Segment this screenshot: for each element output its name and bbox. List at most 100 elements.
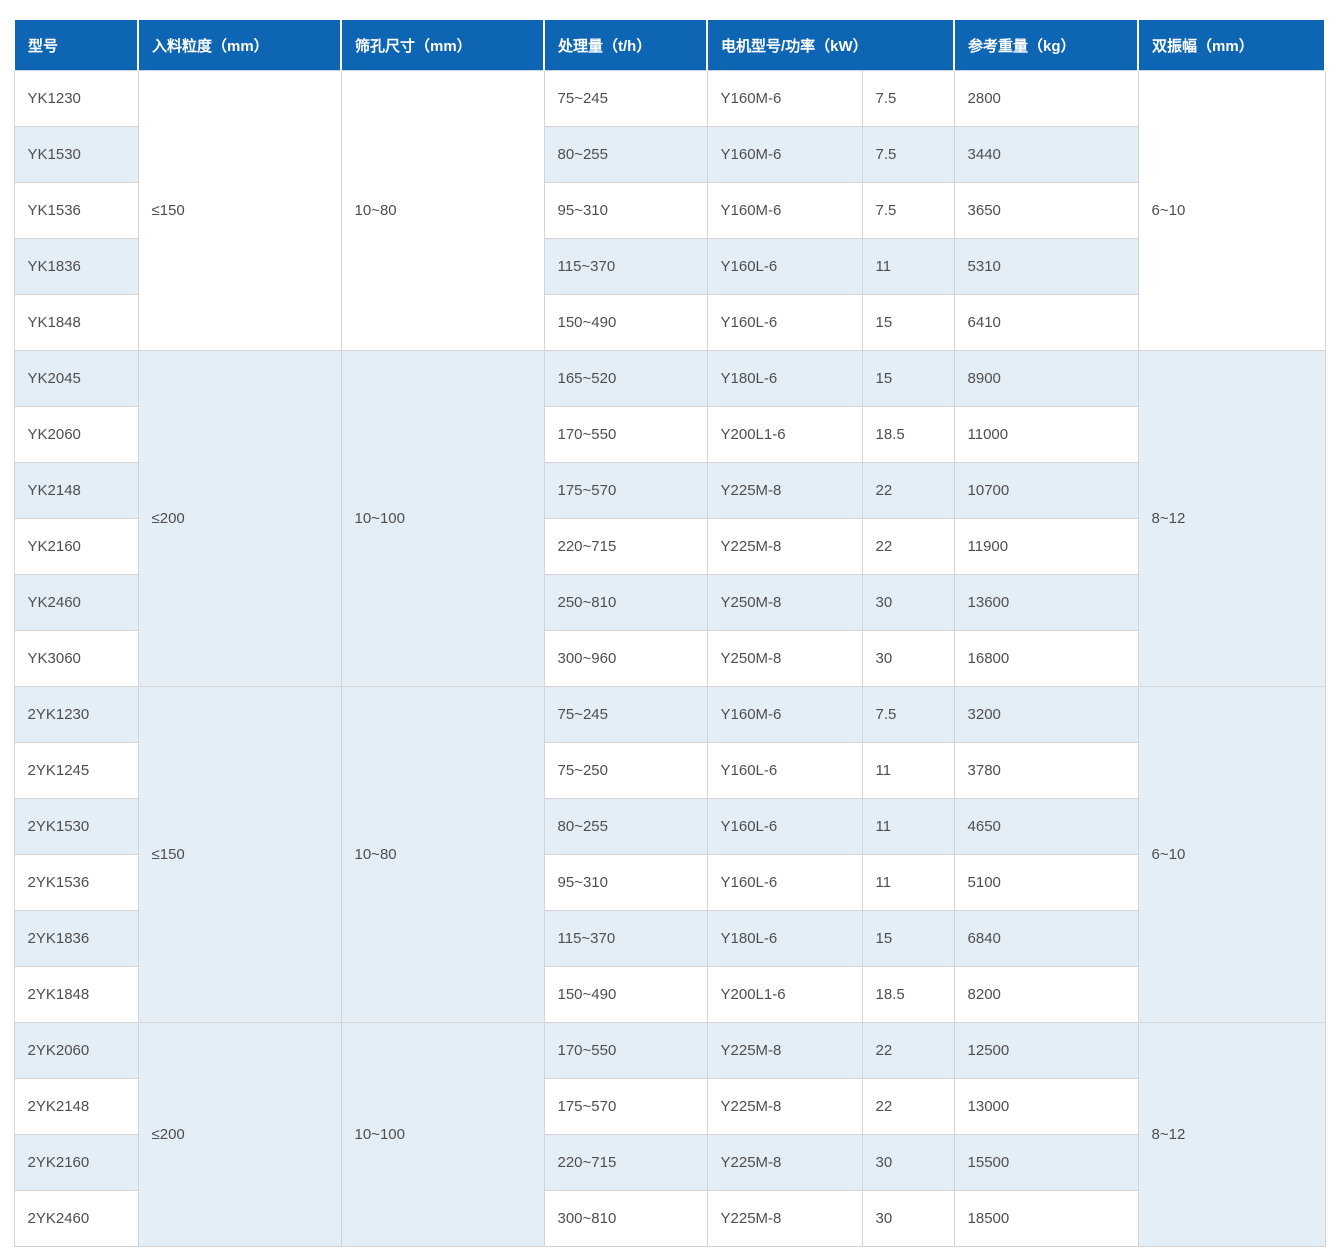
capacity-cell: 75~250: [543, 742, 708, 799]
model-cell: YK2148: [13, 462, 139, 519]
capacity-cell: 95~310: [543, 182, 708, 239]
header-row: 型号 入料粒度（mm） 筛孔尺寸（mm） 处理量（t/h） 电机型号/功率（kW…: [13, 18, 1327, 71]
table-row: 2YK2160 220~715 Y225M-8 30 15500: [13, 1134, 1325, 1191]
table-row: YK2045 ≤200 10~100 165~520 Y180L-6 15 8900 8~12: [13, 350, 1326, 687]
capacity-cell: 75~245: [543, 686, 708, 743]
power-cell: 22: [861, 1078, 955, 1135]
capacity-cell: 170~550: [543, 1022, 708, 1079]
power-cell: 7.5: [861, 182, 955, 239]
power-cell: 7.5: [861, 686, 955, 743]
table-row: 2YK2460 300~810 Y225M-8 30 18500: [13, 1190, 1325, 1247]
col-header-motor-power: 电机型号/功率（kW）: [705, 18, 956, 71]
col-header-feed-size: 入料粒度（mm）: [137, 18, 342, 71]
capacity-cell: 115~370: [543, 238, 708, 295]
table-row: 2YK1536 95~310 Y160L-6 11 5100: [13, 854, 1325, 911]
amplitude-cell: 6~10: [1137, 70, 1326, 351]
capacity-cell: 80~255: [543, 126, 708, 183]
model-cell: 2YK2148: [13, 1078, 139, 1135]
feed-size-cell: ≤150: [137, 686, 342, 1023]
power-cell: 30: [861, 630, 955, 687]
spec-table-container: 型号 入料粒度（mm） 筛孔尺寸（mm） 处理量（t/h） 电机型号/功率（kW…: [13, 18, 1327, 1247]
capacity-cell: 150~490: [543, 294, 708, 351]
motor-model-cell: Y160L-6: [706, 854, 863, 911]
table-row: 2YK1230 ≤150 10~80 75~245 Y160M-6 7.5 3200 6~10: [13, 686, 1326, 1023]
motor-model-cell: Y160L-6: [706, 742, 863, 799]
motor-model-cell: Y160M-6: [706, 70, 863, 127]
model-cell: YK2045: [13, 350, 139, 407]
col-header-capacity: 处理量（t/h）: [543, 18, 708, 71]
power-cell: 15: [861, 910, 955, 967]
weight-cell: 3780: [953, 742, 1139, 799]
motor-model-cell: Y225M-8: [706, 1190, 863, 1247]
table-row: 2YK1836 115~370 Y180L-6 15 6840: [13, 910, 1325, 967]
model-cell: YK3060: [13, 630, 139, 687]
col-header-weight: 参考重量（kg）: [953, 18, 1140, 71]
table-row: YK2460 250~810 Y250M-8 30 13600: [13, 574, 1325, 631]
model-cell: 2YK1848: [13, 966, 139, 1023]
model-cell: YK1530: [13, 126, 139, 183]
power-cell: 15: [861, 350, 955, 407]
table-row: 2YK2060 ≤200 10~100 170~550 Y225M-8 22 12500 8~…: [13, 1022, 1326, 1247]
power-cell: 22: [861, 518, 955, 575]
weight-cell: 3200: [953, 686, 1139, 743]
table-row: YK1536 95~310 Y160M-6 7.5 3650: [13, 182, 1325, 239]
weight-cell: 6410: [953, 294, 1139, 351]
model-cell: YK1536: [13, 182, 139, 239]
motor-model-cell: Y160L-6: [706, 798, 863, 855]
weight-cell: 8200: [953, 966, 1139, 1023]
motor-model-cell: Y225M-8: [706, 1134, 863, 1191]
capacity-cell: 220~715: [543, 1134, 708, 1191]
motor-model-cell: Y225M-8: [706, 1078, 863, 1135]
power-cell: 11: [861, 798, 955, 855]
mesh-size-cell: 10~100: [340, 1022, 545, 1247]
table-row: YK1836 115~370 Y160L-6 11 5310: [13, 238, 1325, 295]
feed-size-cell: ≤200: [137, 1022, 342, 1247]
weight-cell: 4650: [953, 798, 1139, 855]
capacity-cell: 75~245: [543, 70, 708, 127]
capacity-cell: 80~255: [543, 798, 708, 855]
model-cell: 2YK1530: [13, 798, 139, 855]
motor-model-cell: Y225M-8: [706, 518, 863, 575]
col-header-model: 型号: [13, 18, 139, 71]
motor-model-cell: Y225M-8: [706, 1022, 863, 1079]
table-row: YK1230 ≤150 10~80 75~245 Y160M-6 7.5 2800 6~10: [13, 70, 1326, 351]
capacity-cell: 300~810: [543, 1190, 708, 1247]
capacity-cell: 220~715: [543, 518, 708, 575]
motor-model-cell: Y160L-6: [706, 294, 863, 351]
weight-cell: 15500: [953, 1134, 1139, 1191]
model-cell: 2YK1836: [13, 910, 139, 967]
power-cell: 18.5: [861, 966, 955, 1023]
power-cell: 11: [861, 854, 955, 911]
model-cell: 2YK2160: [13, 1134, 139, 1191]
power-cell: 7.5: [861, 70, 955, 127]
table-row: 2YK1245 75~250 Y160L-6 11 3780: [13, 742, 1325, 799]
amplitude-cell: 8~12: [1137, 350, 1326, 687]
model-cell: YK1230: [13, 70, 139, 127]
feed-size-cell: ≤150: [137, 70, 342, 351]
amplitude-cell: 6~10: [1137, 686, 1326, 1023]
capacity-cell: 250~810: [543, 574, 708, 631]
spec-table-body: YK1230 ≤150 10~80 75~245 Y160M-6 7.5 2800 6~10 Y…: [13, 70, 1326, 1247]
motor-model-cell: Y200L1-6: [706, 406, 863, 463]
weight-cell: 18500: [953, 1190, 1139, 1247]
weight-cell: 13600: [953, 574, 1139, 631]
power-cell: 30: [861, 574, 955, 631]
weight-cell: 11900: [953, 518, 1139, 575]
weight-cell: 16800: [953, 630, 1139, 687]
weight-cell: 3650: [953, 182, 1139, 239]
weight-cell: 3440: [953, 126, 1139, 183]
table-row: 2YK1530 80~255 Y160L-6 11 4650: [13, 798, 1325, 855]
capacity-cell: 95~310: [543, 854, 708, 911]
model-cell: 2YK1230: [13, 686, 139, 743]
col-header-mesh-size: 筛孔尺寸（mm）: [340, 18, 545, 71]
weight-cell: 6840: [953, 910, 1139, 967]
mesh-size-cell: 10~80: [340, 70, 545, 351]
feed-size-cell: ≤200: [137, 350, 342, 687]
amplitude-cell: 8~12: [1137, 1022, 1326, 1247]
model-cell: YK2060: [13, 406, 139, 463]
power-cell: 22: [861, 1022, 955, 1079]
table-row: 2YK1848 150~490 Y200L1-6 18.5 8200: [13, 966, 1325, 1023]
power-cell: 22: [861, 462, 955, 519]
capacity-cell: 300~960: [543, 630, 708, 687]
model-cell: 2YK2460: [13, 1190, 139, 1247]
